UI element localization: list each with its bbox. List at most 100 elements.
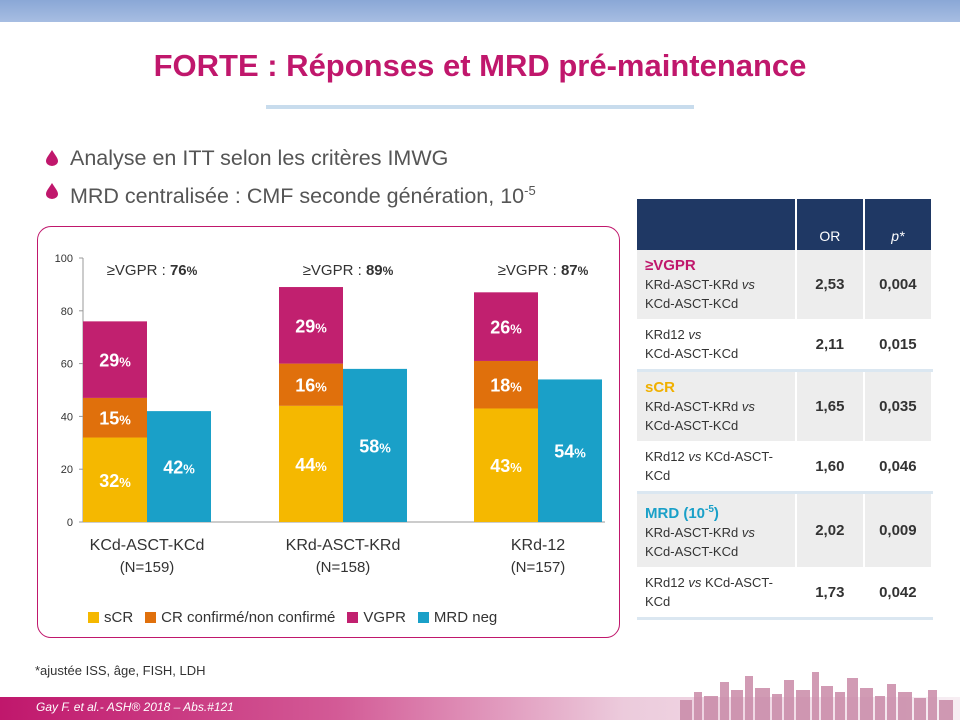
table-row-label: KRd12 vs KCd-ASCT-KCd <box>637 567 797 620</box>
vs-text: vs <box>741 525 755 540</box>
vs-text: vs <box>688 575 702 590</box>
vs-text: vs <box>741 277 755 292</box>
bar-scr <box>474 408 538 522</box>
or-value: 2,02 <box>795 492 865 567</box>
table-header-or: OR <box>795 199 865 250</box>
or-value: 1,73 <box>795 567 865 620</box>
legend-label: sCR <box>104 609 134 626</box>
comparison-ref: KCd-ASCT-KCd <box>645 575 773 609</box>
data-label: 58% <box>359 436 391 456</box>
bullet-list: Analyse en ITT selon les critères IMWG M… <box>46 144 536 210</box>
p-value: 0,046 <box>863 441 934 494</box>
comparison-ref: KCd-ASCT-KCd <box>645 346 739 361</box>
legend-swatch <box>145 612 157 623</box>
bar-mrd <box>538 379 602 522</box>
vgpr-annotation: ≥VGPR : 76% <box>107 262 198 279</box>
bar-scr <box>279 405 343 522</box>
comparison-ref: KCd-ASCT-KCd <box>645 418 739 433</box>
legend-swatch <box>347 612 359 623</box>
legend-item-vgpr: VGPR <box>347 609 406 626</box>
p-value: 0,004 <box>863 250 934 319</box>
group-heading-scr: sCR <box>645 379 676 396</box>
legend-label: MRD neg <box>433 609 498 626</box>
comparison-ref: KCd-ASCT-KCd <box>645 296 739 311</box>
group-heading-vgpr: ≥VGPR <box>645 257 696 274</box>
bar-vgpr <box>83 321 147 398</box>
vs-text: vs <box>741 399 755 414</box>
table-row: ≥VGPR KRd-ASCT-KRd vs KCd-ASCT-KCd 2,53 … <box>637 250 934 319</box>
table-header-row: OR p* <box>637 199 934 250</box>
bar-cr <box>83 397 147 438</box>
p-value: 0,042 <box>863 567 934 620</box>
bar-mrd <box>147 411 211 522</box>
category-n-label: (N=158) <box>316 559 371 576</box>
drop-bullet-icon <box>46 150 58 166</box>
data-label: 18% <box>490 376 522 396</box>
y-tick-label: 100 <box>55 253 73 265</box>
data-label: 16% <box>295 376 327 396</box>
footnote: *ajustée ISS, âge, FISH, LDH <box>35 663 206 678</box>
table-row-label: ≥VGPR KRd-ASCT-KRd vs KCd-ASCT-KCd <box>637 250 797 319</box>
drop-bullet-icon <box>46 183 58 199</box>
y-tick-label: 0 <box>67 517 73 529</box>
top-banner <box>0 0 960 22</box>
data-label: 29% <box>99 351 131 371</box>
legend-label: CR confirmé/non confirmé <box>161 609 336 626</box>
odds-ratio-table: OR p* ≥VGPR KRd-ASCT-KRd vs KCd-ASCT-KCd… <box>637 199 934 620</box>
group-heading-mrd: MRD (10-5) <box>645 500 789 523</box>
or-value: 1,65 <box>795 370 865 441</box>
comparison-arm: KRd-ASCT-KRd <box>645 399 739 414</box>
table-row: KRd12 vs KCd-ASCT-KCd 1,73 0,042 <box>637 567 934 620</box>
bar-vgpr <box>474 292 538 361</box>
data-label: 54% <box>554 442 586 462</box>
data-label: 42% <box>163 458 195 478</box>
bullet-superscript: -5 <box>524 183 536 198</box>
bar-vgpr <box>279 287 343 364</box>
chart-legend: sCR CR confirmé/non confirmé VGPR MRD ne… <box>88 609 509 626</box>
category-n-label: (N=159) <box>120 559 175 576</box>
table-row-label: sCR KRd-ASCT-KRd vs KCd-ASCT-KCd <box>637 370 797 441</box>
vgpr-annotation: ≥VGPR : 89% <box>303 262 394 279</box>
table-row: KRd12 vs KCd-ASCT-KCd 1,60 0,046 <box>637 441 934 494</box>
bar-scr <box>83 437 147 522</box>
p-value: 0,015 <box>863 319 934 372</box>
legend-item-mrd: MRD neg <box>417 609 498 626</box>
legend-item-cr: CR confirmé/non confirmé <box>145 609 335 626</box>
or-value: 1,60 <box>795 441 865 494</box>
legend-label: VGPR <box>363 609 406 626</box>
table-row: sCR KRd-ASCT-KRd vs KCd-ASCT-KCd 1,65 0,… <box>637 370 934 441</box>
city-skyline-image <box>680 672 953 720</box>
slide-title: FORTE : Réponses et MRD pré-maintenance <box>153 48 807 83</box>
data-label: 44% <box>295 455 327 475</box>
legend-swatch <box>417 612 429 623</box>
comparison-ref: KCd-ASCT-KCd <box>645 544 739 559</box>
bar-cr <box>474 360 538 409</box>
y-tick-label: 60 <box>61 359 73 371</box>
comparison-arm: KRd12 <box>645 327 685 342</box>
comparison-ref: KCd-ASCT-KCd <box>645 449 773 483</box>
vgpr-annotation: ≥VGPR : 87% <box>498 262 589 279</box>
legend-swatch <box>88 612 99 623</box>
comparison-arm: KRd12 <box>645 575 685 590</box>
table-header-blank <box>637 199 797 250</box>
table-row: KRd12 vs KCd-ASCT-KCd 2,11 0,015 <box>637 319 934 372</box>
table-row-label: MRD (10-5) KRd-ASCT-KRd vs KCd-ASCT-KCd <box>637 492 797 567</box>
bullet-item: MRD centralisée : CMF seconde génération… <box>46 177 536 210</box>
data-label: 43% <box>490 456 522 476</box>
source-citation: Gay F. et al.- ASH® 2018 – Abs.#121 <box>36 700 234 714</box>
table-header-p: p* <box>863 199 934 250</box>
or-value: 2,11 <box>795 319 865 372</box>
table-row-label: KRd12 vs KCd-ASCT-KCd <box>637 441 797 494</box>
or-value: 2,53 <box>795 250 865 319</box>
bar-mrd <box>343 368 407 522</box>
group-heading-end: ) <box>713 505 719 522</box>
comparison-arm: KRd12 <box>645 449 685 464</box>
bullet-text: MRD centralisée : CMF seconde génération… <box>70 184 525 209</box>
y-tick-label: 80 <box>61 306 73 318</box>
p-value: 0,035 <box>863 370 934 441</box>
bar-cr <box>279 363 343 406</box>
y-tick-label: 20 <box>61 464 73 476</box>
bullet-item: Analyse en ITT selon les critères IMWG <box>46 144 536 177</box>
comparison-arm: KRd-ASCT-KRd <box>645 277 739 292</box>
group-heading-sup: -5 <box>705 504 714 515</box>
